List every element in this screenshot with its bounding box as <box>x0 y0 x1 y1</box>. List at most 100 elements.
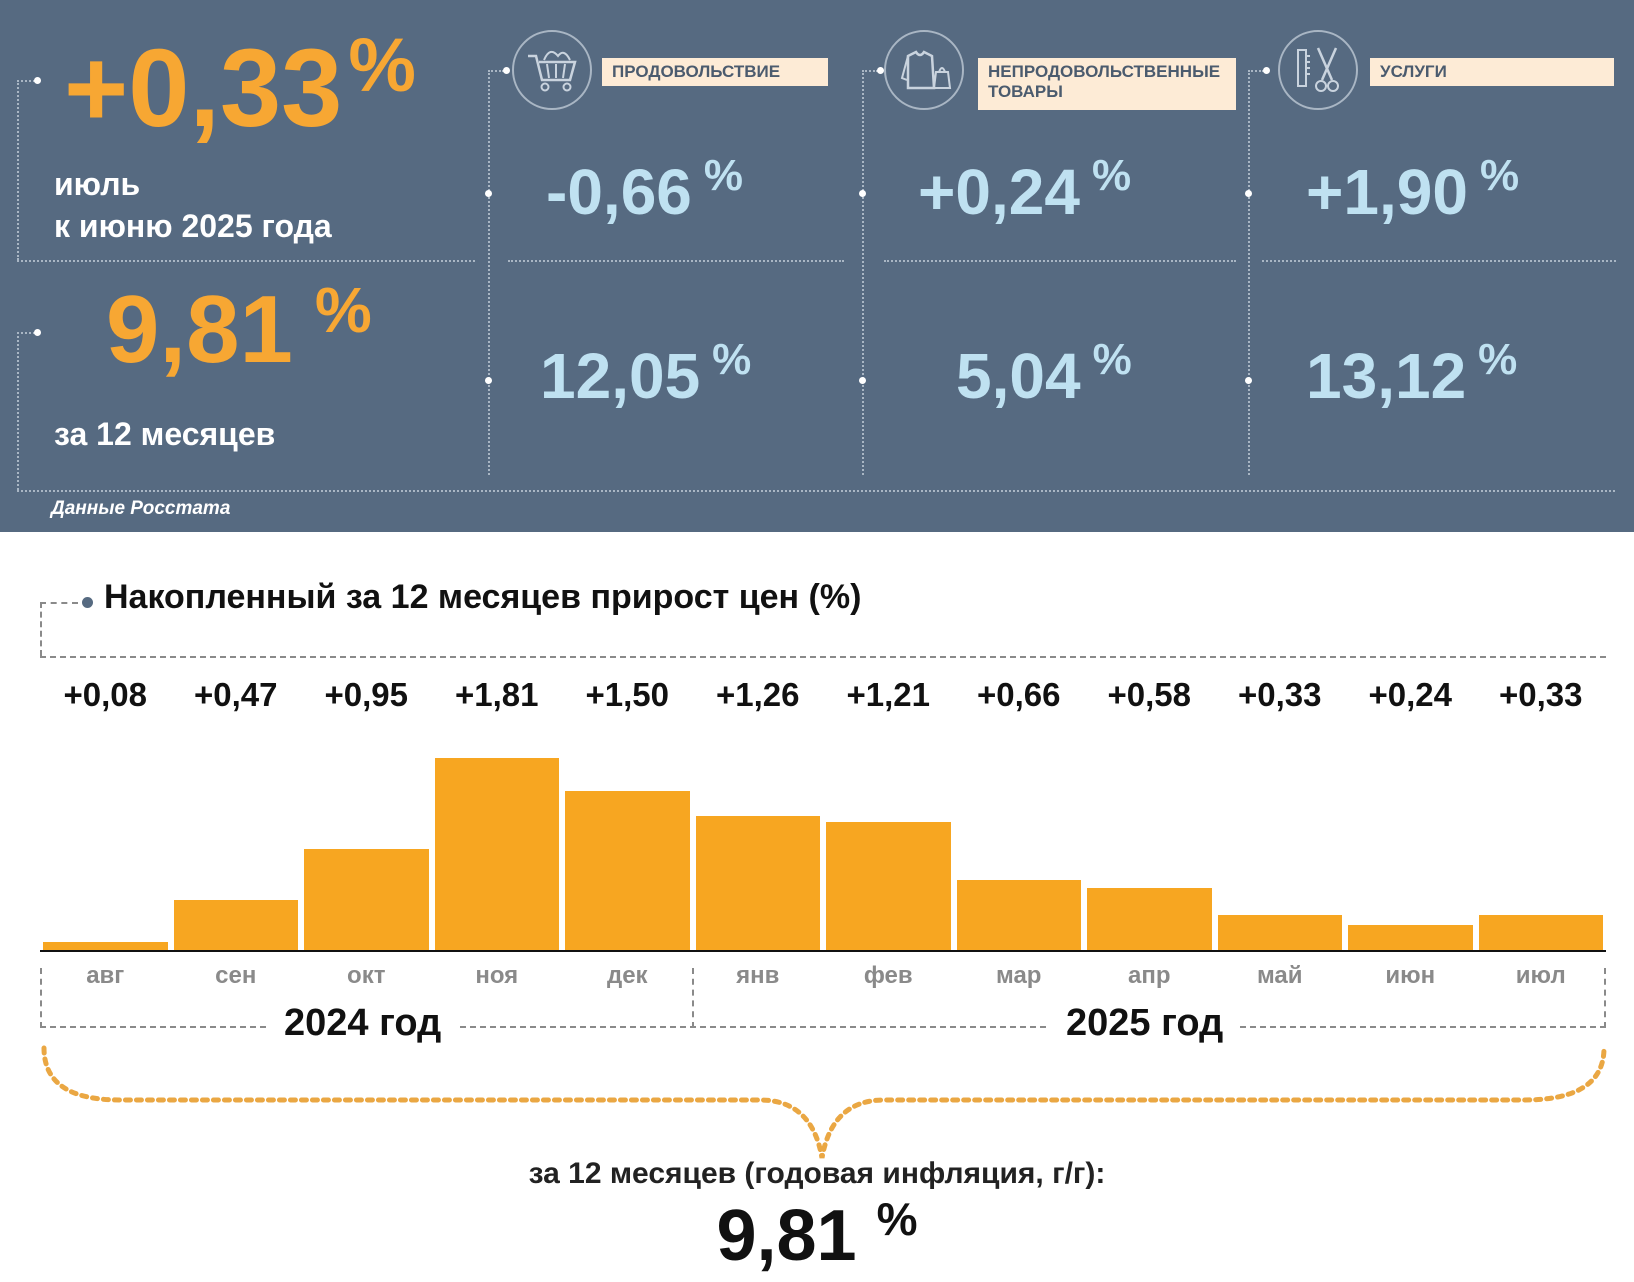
chart-frame <box>40 602 42 656</box>
bullet-dot <box>1245 377 1252 384</box>
monthly-caption-line1: июль <box>54 166 141 202</box>
bar-июл <box>1478 914 1603 950</box>
year-bracket <box>692 968 694 1028</box>
chart-title: Накопленный за 12 месяцев прирост цен (%… <box>104 578 862 616</box>
bar-окт <box>304 849 429 950</box>
bar-value-label: +0,33 <box>1499 676 1583 713</box>
bar-ноя <box>434 758 559 950</box>
divider <box>488 70 490 475</box>
divider <box>862 70 864 475</box>
annual-percent-sign: % <box>314 274 372 346</box>
services-annual-value: 13,12% <box>1306 335 1518 412</box>
bullet-dot <box>485 190 492 197</box>
monthly-headline: +0,33% <box>64 28 416 144</box>
bar-авг <box>43 941 168 950</box>
bar-value-label: +0,33 <box>1238 676 1322 713</box>
clothing-icon <box>884 30 964 110</box>
bar-value-label: +1,21 <box>846 676 931 713</box>
source-note: Данные Росстата <box>51 498 231 519</box>
bar-value-label: +0,24 <box>1368 676 1453 713</box>
total-value: 9,81% <box>0 1196 1634 1272</box>
monthly-value: +0,33 <box>64 27 343 150</box>
bar-value-label: +1,81 <box>455 676 539 713</box>
year-bracket <box>40 1026 1606 1028</box>
divider <box>884 260 1236 262</box>
food-annual-value: 12,05% <box>540 335 752 412</box>
bar-дек <box>565 790 690 950</box>
category-label-services: УСЛУГИ <box>1370 58 1614 86</box>
divider <box>862 70 878 72</box>
year-label-2025: 2025 год <box>1050 1002 1240 1045</box>
total-caption: за 12 месяцев (годовая инфляция, г/г): <box>528 1157 1106 1190</box>
bullet-dot <box>485 377 492 384</box>
bar-value-label: +1,50 <box>585 676 670 713</box>
bar-апр <box>1087 888 1212 950</box>
x-tick-label: июн <box>1385 962 1436 989</box>
monthly-caption-line2: к июню 2025 года <box>54 207 332 244</box>
x-tick-label: ноя <box>475 962 519 989</box>
bar-фев <box>826 821 951 950</box>
bar-сен <box>173 900 298 950</box>
x-tick-label: мар <box>996 962 1042 989</box>
annual-value: 9,81 <box>106 276 293 383</box>
annual-caption: за 12 месяцев <box>54 416 276 452</box>
bar-value-label: +0,08 <box>63 676 148 713</box>
monthly-percent-sign: % <box>348 23 416 108</box>
scissors-comb-icon <box>1278 30 1358 110</box>
x-tick-label: фев <box>863 962 913 989</box>
bullet-dot <box>1245 190 1252 197</box>
bar-мар <box>956 879 1081 950</box>
divider <box>17 80 19 260</box>
bar-value-label: +0,47 <box>194 676 278 713</box>
summary-panel: +0,33% июль к июню 2025 года 9,81% за 12… <box>0 0 1634 532</box>
divider <box>17 490 1615 492</box>
year-bracket <box>40 968 42 1028</box>
x-tick-label: сен <box>215 962 257 989</box>
divider <box>1262 260 1616 262</box>
bullet-dot <box>34 77 41 84</box>
bar-янв <box>695 816 820 950</box>
divider <box>17 332 19 490</box>
year-label-2024: 2024 год <box>268 1002 458 1045</box>
x-tick-label: авг <box>86 962 125 989</box>
bar-июн <box>1348 924 1473 950</box>
services-monthly-value: +1,90% <box>1306 151 1520 228</box>
divider <box>508 260 844 262</box>
category-label-nonfood: НЕПРОДОВОЛЬСТВЕННЫЕ ТОВАРЫ <box>978 58 1236 110</box>
divider <box>1248 70 1250 475</box>
category-label-food: ПРОДОВОЛЬСТВИЕ <box>602 58 828 86</box>
divider <box>17 260 475 262</box>
bullet-dot <box>877 67 884 74</box>
year-bracket <box>1604 968 1606 1028</box>
divider <box>1248 70 1264 72</box>
x-tick-label: май <box>1256 962 1303 989</box>
x-tick-label: июл <box>1515 962 1566 989</box>
bullet-dot <box>503 67 510 74</box>
x-tick-label: дек <box>606 962 648 989</box>
total-number: 9,81 <box>716 1196 857 1276</box>
divider <box>488 70 504 72</box>
title-bullet-dot <box>82 597 93 608</box>
x-tick-label: окт <box>347 962 386 989</box>
chart-frame <box>40 602 78 604</box>
bar-value-label: +0,95 <box>324 676 409 713</box>
nonfood-annual-value: 5,04% <box>956 335 1132 412</box>
total-percent-sign: % <box>876 1193 918 1245</box>
shopping-cart-icon <box>512 30 592 110</box>
food-monthly-value: -0,66% <box>546 151 743 228</box>
bar-value-label: +0,66 <box>977 676 1061 713</box>
monthly-caption: июль к июню 2025 года <box>54 164 332 247</box>
bullet-dot <box>859 190 866 197</box>
bar-value-label: +1,26 <box>716 676 800 713</box>
bullet-dot <box>859 377 866 384</box>
total-brace <box>41 1045 1607 1159</box>
bar-value-label: +0,58 <box>1107 676 1192 713</box>
divider <box>17 332 35 334</box>
annual-headline: 9,81% <box>106 278 372 378</box>
divider <box>17 80 35 82</box>
x-tick-label: янв <box>736 962 780 989</box>
bullet-dot <box>1263 67 1270 74</box>
chart-frame <box>40 656 1606 658</box>
bar-май <box>1217 914 1342 950</box>
x-axis-line <box>40 950 1606 952</box>
